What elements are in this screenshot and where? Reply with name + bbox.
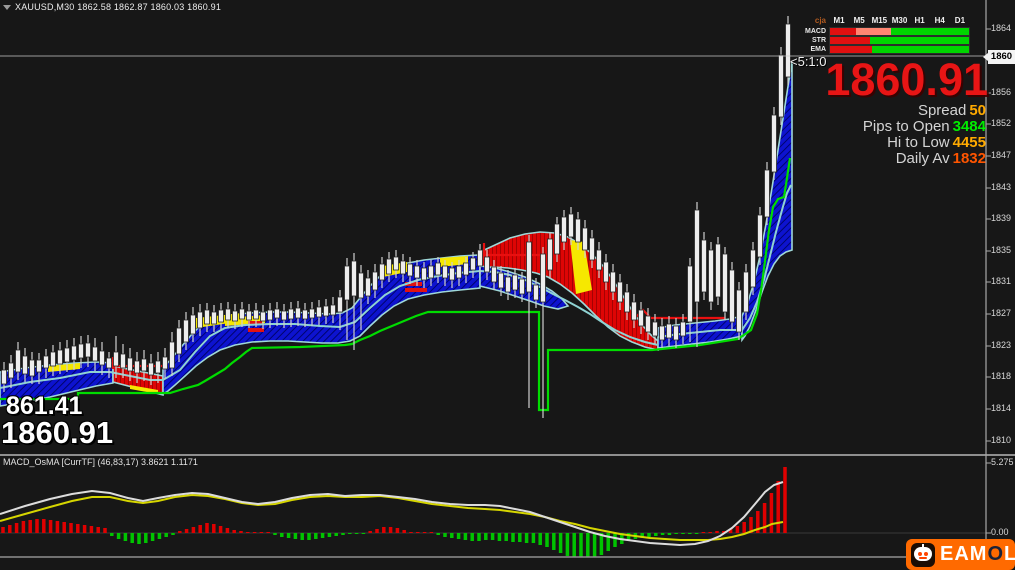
candle-countdown: <5:1:0	[790, 54, 827, 69]
info-row-daily-av: Daily Av 1832	[895, 150, 986, 167]
price-axis-label: 1843	[991, 182, 1012, 192]
signal-bar	[829, 27, 970, 36]
current-price-tag: 1860	[983, 50, 1015, 64]
timeframe-dashboard: cja M1 M5 M15 M30 H1 H4 D1 MACD STR EMA	[798, 15, 970, 54]
logo-text: EAMOL	[940, 543, 1015, 565]
price-axis-label: 1835	[991, 245, 1012, 255]
price-axis-label: 5.275	[991, 457, 1014, 467]
brand-label: cja	[814, 15, 826, 25]
price-axis-label: 1818	[991, 371, 1012, 381]
overlay-price-2: 1860.91	[1, 415, 114, 450]
eamol-logo: EAMOL	[906, 539, 1015, 570]
price-axis-label: 1827	[991, 308, 1012, 318]
signal-bar	[829, 36, 970, 45]
timeframe-label-h1: H1	[914, 15, 925, 25]
timeframe-label-m5: M5	[853, 15, 865, 25]
signal-row-label: MACD	[805, 28, 826, 35]
timeframe-label-m30: M30	[891, 15, 908, 25]
signal-row-label: EMA	[810, 46, 826, 53]
price-axis-label: 0.00	[991, 527, 1009, 537]
overlay-price-1: 861.41	[6, 392, 83, 420]
market-info-panel: Spread 50 Pips to Open 3484 Hi to Low 4455 Dai…	[863, 103, 986, 167]
price-axis-label: 1864	[991, 23, 1012, 33]
price-axis-label: 1823	[991, 340, 1012, 350]
macd-indicator-title: MACD_OsMA [CurrTF] (46,83,17) 3.8621 1.1…	[3, 457, 198, 467]
signal-row-ema: EMA	[798, 45, 970, 54]
symbol-ohlc-bar: XAUUSD,M30 1862.58 1862.87 1860.03 1860.…	[15, 2, 222, 12]
info-row-pips-to-open: Pips to Open 3484	[862, 118, 986, 135]
timeframe-label-d1: D1	[954, 15, 966, 25]
signal-row-str: STR	[798, 36, 970, 45]
price-axis-label: 1810	[991, 435, 1012, 445]
symbol-dropdown-icon[interactable]	[3, 5, 11, 10]
info-row-hi-to-low: Hi to Low 4455	[887, 134, 986, 151]
price-axis-label: 1852	[991, 118, 1012, 128]
timeframe-label-m15: M15	[871, 15, 888, 25]
price-axis-label: 1847	[991, 150, 1012, 160]
price-axis-label: 1831	[991, 276, 1012, 286]
signal-row-label: STR	[812, 37, 826, 44]
current-price-display: 1860.91	[825, 54, 988, 105]
timeframe-label-h4: H4	[934, 15, 945, 25]
signal-row-macd: MACD	[798, 27, 970, 36]
timeframe-label-m1: M1	[833, 15, 845, 25]
signal-bar	[829, 45, 970, 54]
price-axis-label: 1856	[991, 87, 1012, 97]
info-row-spread: Spread 50	[917, 102, 986, 119]
price-axis-label: 1814	[991, 403, 1012, 413]
price-axis-label: 1839	[991, 213, 1012, 223]
robot-icon	[911, 542, 935, 567]
timeframe-labels: M1 M5 M15 M30 H1 H4 D1	[829, 16, 970, 25]
